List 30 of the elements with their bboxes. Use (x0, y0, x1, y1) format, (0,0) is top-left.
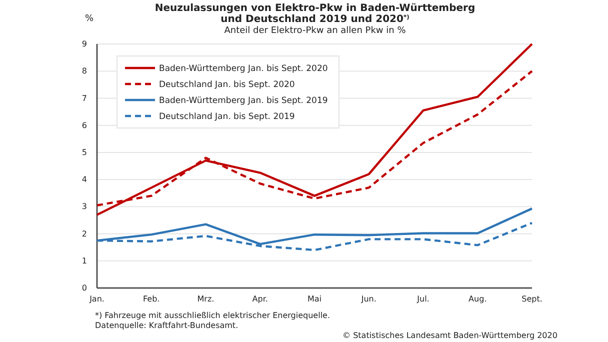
text: © Statistisches Landesamt Baden-Württemberg 2020 (342, 331, 558, 340)
y-tick-label: 0 (82, 284, 87, 293)
text: *) Fahrzeuge mit ausschließlich elektrischer Energiequelle. (95, 311, 330, 320)
line-series (96, 42, 534, 216)
x-tick-label: Sept. (522, 294, 542, 304)
legend-label: Baden-Württemberg Jan. bis Sept. 2019 (159, 96, 328, 106)
y-tick-label: 5 (82, 148, 87, 158)
y-tick-label: 7 (82, 94, 87, 103)
y-tick-label: 8 (82, 66, 87, 76)
x-tick-label: Mrz. (197, 294, 214, 304)
legend-label: Baden-Württemberg Jan. bis Sept. 2020 (159, 64, 328, 74)
text: Datenquelle: Kraftfahrt-Bundesamt. (95, 321, 238, 330)
y-tick-label: 6 (82, 120, 87, 130)
legend-label: Deutschland Jan. bis Sept. 2019 (159, 112, 295, 122)
y-axis-title: % (85, 14, 94, 24)
legend-label: Deutschland Jan. bis Sept. 2020 (159, 80, 295, 90)
x-tick-label: Jan. (88, 294, 104, 304)
y-tick-label: 4 (82, 175, 87, 184)
y-tick-label: 9 (82, 40, 87, 49)
y-tick-label: 2 (82, 229, 87, 238)
chart-subtitle: Anteil der Elektro-Pkw an allen Pkw in % (224, 26, 406, 36)
x-tick-label: Jun. (360, 294, 376, 304)
x-tick-label: Aug. (468, 294, 487, 304)
x-tick-label: Jul. (416, 294, 430, 304)
x-tick-label: Feb. (143, 294, 160, 304)
x-tick-label: Mai (307, 294, 322, 304)
y-tick-label: 1 (82, 256, 87, 266)
y-tick-label: 3 (82, 202, 87, 212)
chart-title: Neuzulassungen von Elektro-Pkw in Baden-Württemberg und Deutschland 2019 und 2020$^{*)}$ (154, 3, 476, 25)
x-tick-label: Apr. (252, 294, 268, 304)
